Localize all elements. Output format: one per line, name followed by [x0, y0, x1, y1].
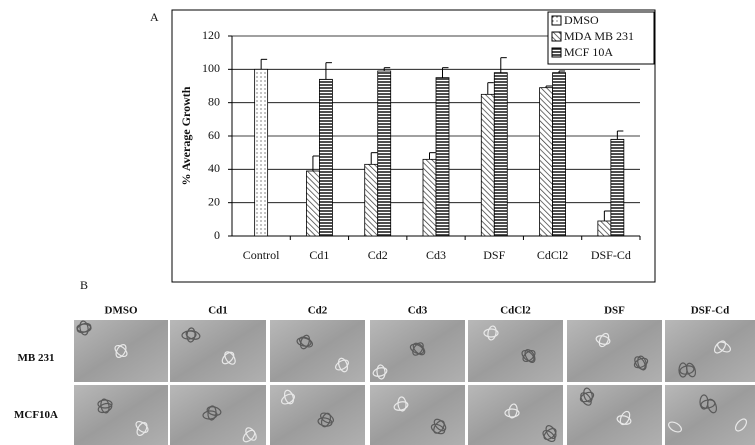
micrograph [665, 385, 755, 445]
y-tick-label: 120 [202, 28, 220, 42]
y-tick-label: 20 [208, 194, 220, 208]
bar [540, 88, 553, 236]
panel-label: A [150, 10, 159, 24]
row-label: MB 231 [18, 352, 55, 364]
x-tick-label: Cd1 [309, 248, 329, 262]
micrograph [370, 320, 465, 382]
x-tick-label: Control [243, 248, 280, 262]
y-tick-label: 80 [208, 94, 220, 108]
y-tick-label: 60 [208, 128, 220, 142]
row-label: MCF10A [14, 409, 58, 421]
x-tick-label: Cd3 [426, 248, 446, 262]
column-header: DSF-Cd [691, 305, 730, 317]
micrograph-bg [468, 320, 563, 382]
micrograph [468, 320, 563, 382]
micrograph [370, 385, 465, 445]
micrograph-bg [370, 320, 465, 382]
micrograph-bg [665, 385, 755, 445]
micrograph [567, 320, 662, 382]
column-header: Cd3 [408, 305, 428, 317]
x-tick-label: Cd2 [368, 248, 388, 262]
x-tick-label: CdCl2 [537, 248, 568, 262]
micrograph [567, 385, 662, 445]
bar [306, 171, 319, 236]
x-tick-label: DSF-Cd [591, 248, 631, 262]
micrograph-bg [170, 320, 266, 382]
legend-label: DMSO [564, 13, 599, 27]
legend-label: MDA MB 231 [564, 29, 634, 43]
bar [436, 78, 449, 236]
bar [611, 139, 624, 236]
bar [378, 71, 391, 236]
bar [553, 73, 566, 236]
micrograph [270, 385, 365, 445]
micrograph [170, 320, 266, 382]
bar [423, 159, 436, 236]
column-header: Cd1 [208, 305, 228, 317]
legend-swatch [552, 48, 561, 57]
column-header: DMSO [105, 305, 138, 317]
y-axis-label: % Average Growth [179, 86, 193, 185]
micrograph-bg [665, 320, 755, 382]
micrograph-bg [270, 320, 365, 382]
column-header: DSF [604, 305, 625, 317]
micrograph [74, 385, 168, 445]
bar [481, 94, 494, 236]
y-tick-label: 40 [208, 161, 220, 175]
legend-swatch [552, 32, 561, 41]
column-header: CdCl2 [500, 305, 531, 317]
bar [255, 69, 268, 236]
panel-label: B [80, 278, 88, 292]
micrograph [665, 320, 755, 382]
bar [494, 73, 507, 236]
micrograph [468, 385, 563, 445]
bar [365, 164, 378, 236]
micrograph [270, 320, 365, 382]
y-tick-label: 100 [202, 61, 220, 75]
micrograph [74, 320, 168, 382]
legend-swatch [552, 16, 561, 25]
bar [319, 79, 332, 236]
figure: A B 0 20 40 60 80 100 120 % Average Growth Contr… [0, 0, 755, 445]
micrograph [170, 385, 266, 445]
micrograph-bg [74, 385, 168, 445]
micrograph-bg [370, 385, 465, 445]
micrograph-bg [567, 320, 662, 382]
column-header: Cd2 [308, 305, 328, 317]
x-tick-label: DSF [483, 248, 505, 262]
legend-label: MCF 10A [564, 45, 613, 59]
y-tick-label: 0 [214, 228, 220, 242]
bar [598, 221, 611, 236]
